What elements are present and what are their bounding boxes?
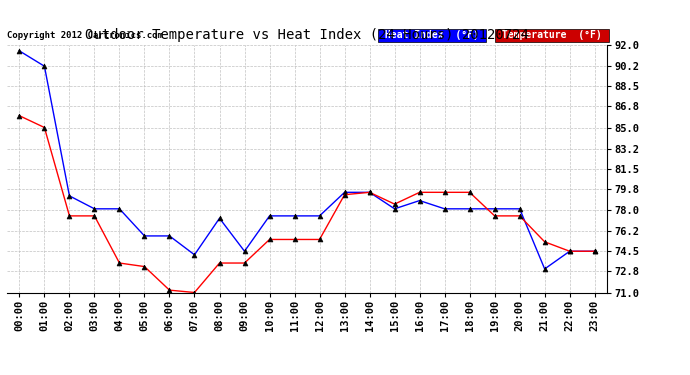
Title: Outdoor Temperature vs Heat Index (24 Hours) 20120724: Outdoor Temperature vs Heat Index (24 Ho…	[85, 28, 529, 42]
Text: Temperature  (°F): Temperature (°F)	[496, 30, 608, 40]
Text: Copyright 2012 Cartronics.com: Copyright 2012 Cartronics.com	[7, 31, 163, 40]
Text: Heat Index  (°F): Heat Index (°F)	[379, 30, 485, 40]
